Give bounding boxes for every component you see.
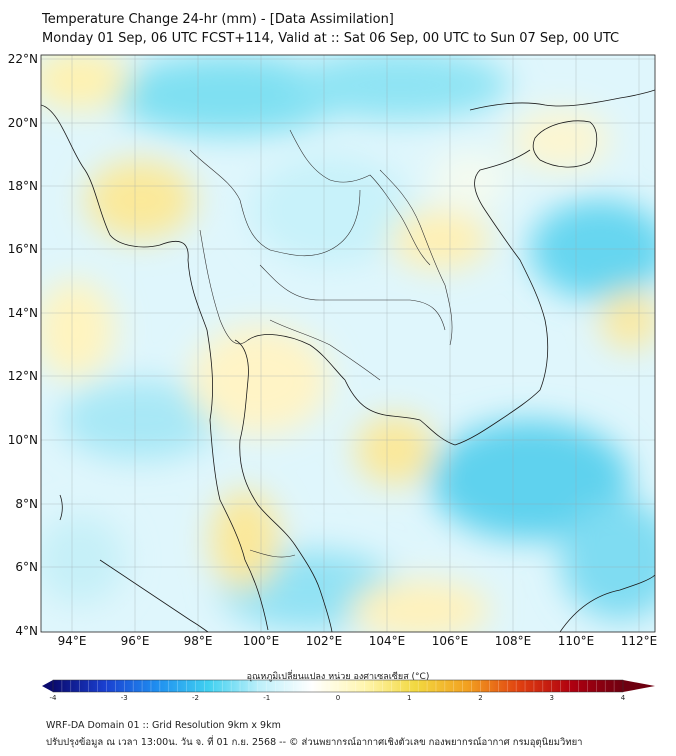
lat-label: 12°N	[8, 369, 38, 383]
lat-label: 14°N	[8, 306, 38, 320]
colorbar-tick-label: 0	[336, 694, 340, 702]
colorbar-tick-label: -4	[50, 694, 58, 702]
colorbar-tick-label: 3	[550, 694, 554, 702]
footer-credit: ปรับปรุงข้อมูล ณ เวลา 13:00น. วัน จ. ที่…	[46, 737, 583, 748]
footer-model-info: WRF-DA Domain 01 :: Grid Resolution 9km …	[46, 720, 281, 731]
latitude-labels: 22°N 20°N 18°N 16°N 14°N 12°N 10°N 8°N 6…	[8, 52, 38, 638]
colorbar-tick-label: -2	[192, 694, 199, 702]
lon-label: 112°E	[621, 634, 658, 648]
lat-label: 6°N	[15, 560, 38, 574]
lat-label: 4°N	[15, 624, 38, 638]
lon-label: 102°E	[306, 634, 343, 648]
lat-label: 20°N	[8, 116, 38, 130]
colorbar-tick-label: -1	[263, 694, 270, 702]
map-subtitle: Monday 01 Sep, 06 UTC FCST+114, Valid at…	[42, 31, 620, 46]
lat-label: 10°N	[8, 433, 38, 447]
coastlines	[41, 89, 655, 632]
graticule	[41, 55, 655, 632]
colorbar-tick-label: 1	[407, 694, 411, 702]
lon-label: 98°E	[184, 634, 213, 648]
boundaries	[189, 129, 453, 558]
lat-label: 16°N	[8, 242, 38, 256]
lat-label: 8°N	[15, 497, 38, 511]
lat-label: 18°N	[8, 179, 38, 193]
temperature-field	[41, 55, 655, 632]
lon-label: 110°E	[558, 634, 595, 648]
colorbar-tick-label: 4	[621, 694, 626, 702]
lon-label: 94°E	[58, 634, 87, 648]
map-title: Temperature Change 24-hr (mm) - [Data As…	[42, 12, 394, 27]
lon-label: 106°E	[432, 634, 469, 648]
colorbar: -4 -3 -2 -1 0 1 2 3 4	[42, 679, 655, 702]
colorbar-min-arrow	[42, 680, 53, 692]
colorbar-label: อุณหภูมิเปลี่ยนแปลง หน่วย องศาเซลเซียส (…	[246, 672, 430, 682]
colorbar-tick-label: 2	[478, 694, 482, 702]
lon-label: 96°E	[121, 634, 150, 648]
map-frame	[40, 54, 656, 633]
lon-label: 100°E	[243, 634, 280, 648]
colorbar-max-arrow	[623, 680, 655, 692]
lon-label: 104°E	[369, 634, 406, 648]
lat-label: 22°N	[8, 52, 38, 66]
colorbar-tick-label: -3	[121, 694, 128, 702]
longitude-labels: 94°E 96°E 98°E 100°E 102°E 104°E 106°E 1…	[58, 634, 658, 648]
lon-label: 108°E	[495, 634, 532, 648]
